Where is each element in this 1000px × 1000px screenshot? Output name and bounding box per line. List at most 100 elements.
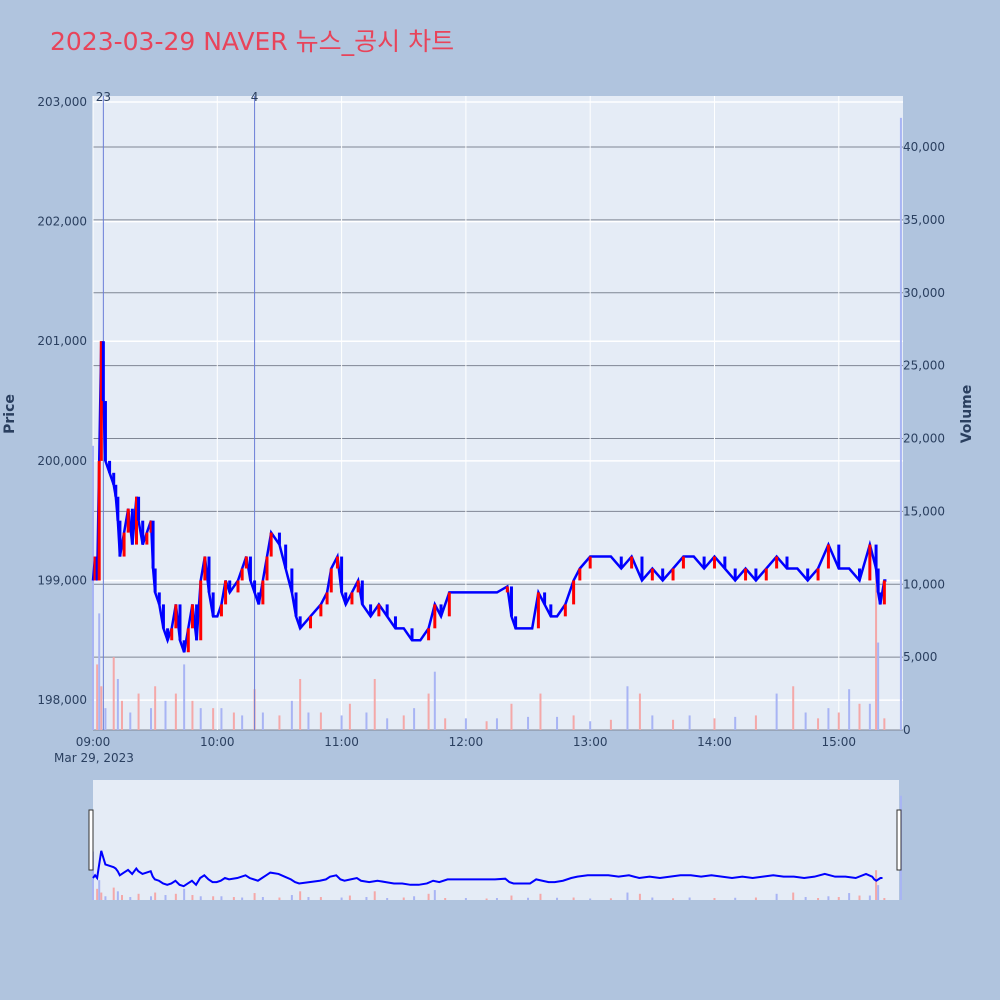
volume-bar <box>232 712 235 730</box>
volume-bar <box>899 117 902 731</box>
volume-bar <box>510 703 513 730</box>
volume-tick-label: 0 <box>903 723 911 737</box>
navigator-volume-bar <box>290 895 293 900</box>
volume-bar <box>775 693 778 730</box>
navigator-volume-bar <box>804 897 807 900</box>
navigator-volume-bar <box>875 870 878 900</box>
navigator-volume-bar <box>792 892 795 900</box>
navigator-volume-bar <box>365 897 368 900</box>
navigator-left-handle[interactable] <box>88 809 94 871</box>
navigator-right-handle[interactable] <box>896 809 902 871</box>
navigator-volume-bar <box>92 851 94 900</box>
time-tick-label: 12:00 <box>449 735 484 749</box>
date-label: Mar 29, 2023 <box>54 751 134 765</box>
volume-bar <box>883 718 886 730</box>
volume-tick-label: 30,000 <box>903 286 945 300</box>
volume-tick-label: 20,000 <box>903 432 945 446</box>
volume-bar <box>199 708 202 730</box>
volume-axis-title: Volume <box>959 385 975 444</box>
navigator-volume-bar <box>713 898 716 900</box>
volume-bar <box>527 716 530 730</box>
time-tick-label: 11:00 <box>324 735 359 749</box>
price-axis-ticks: 198,000 199,000 200,000 201,000 202,000 203,0… <box>37 95 87 707</box>
volume-bar <box>174 693 177 730</box>
navigator-volume-bar <box>183 888 186 900</box>
navigator-volume-bar <box>464 898 467 900</box>
volume-bar <box>129 712 132 730</box>
navigator-volume-bar <box>129 897 132 900</box>
navigator-volume-bar <box>307 897 310 900</box>
volume-tick-label: 10,000 <box>903 577 945 591</box>
volume-bar <box>386 718 389 730</box>
main-plot-bg <box>93 96 903 730</box>
volume-bar <box>754 715 757 730</box>
navigator-volume-bar <box>413 896 416 900</box>
navigator-volume-bar <box>116 891 119 900</box>
navigator-volume-bar <box>261 897 264 900</box>
navigator-volume-bar <box>220 896 223 900</box>
navigator-volume-bar <box>433 890 436 900</box>
time-tick-label: 09:00 <box>76 735 111 749</box>
volume-tick-label: 5,000 <box>903 650 937 664</box>
price-axis-title: Price <box>2 394 18 434</box>
volume-bar <box>299 678 302 730</box>
volume-bar <box>413 708 416 730</box>
volume-bar <box>137 693 140 730</box>
price-tick-label: 199,000 <box>37 573 87 587</box>
volume-bar <box>638 693 641 730</box>
volume-bar <box>877 642 880 730</box>
volume-bar <box>164 700 167 730</box>
news-marker-label: 4 <box>251 90 259 104</box>
price-tick-label: 200,000 <box>37 454 87 468</box>
volume-bar <box>154 686 157 730</box>
price-bars <box>93 341 886 653</box>
volume-bar <box>539 693 542 730</box>
navigator-volume-bar <box>319 897 322 900</box>
volume-bar <box>373 678 376 730</box>
navigator-volume-bar <box>386 898 389 900</box>
navigator-volume-bar <box>672 898 675 900</box>
navigator-price-line <box>92 850 883 888</box>
volume-bar <box>868 703 871 730</box>
navigator-volume-bar <box>96 888 99 900</box>
navigator-volume-bar <box>817 898 820 900</box>
time-tick-label: 10:00 <box>200 735 235 749</box>
navigator-volume-bar <box>527 897 530 900</box>
price-tick-label: 202,000 <box>37 215 87 229</box>
navigator-volume-bar <box>858 895 861 900</box>
navigator-volume-bar <box>688 897 691 900</box>
navigator-volume-bar <box>651 897 654 900</box>
price-tick-label: 201,000 <box>37 334 87 348</box>
time-tick-label: 13:00 <box>573 735 608 749</box>
navigator-volume-bar <box>837 897 840 900</box>
volume-bar <box>261 712 264 730</box>
volume-bar <box>183 664 186 730</box>
volume-bar <box>589 721 592 730</box>
volume-bar <box>348 703 351 730</box>
volume-bar <box>609 719 612 730</box>
navigator-volume-bar <box>589 898 592 900</box>
time-tick-label: 15:00 <box>821 735 856 749</box>
time-tick-label: 14:00 <box>697 735 732 749</box>
volume-bar <box>100 686 103 730</box>
navigator-volume-bar <box>199 896 202 900</box>
navigator-volume-bar <box>775 893 778 900</box>
volume-bar <box>241 715 244 730</box>
volume-bar <box>444 718 447 730</box>
navigator-volume-bar <box>373 891 376 900</box>
navigator-volume-bar <box>827 896 830 900</box>
navigator-volume-bar <box>848 893 851 900</box>
volume-bar <box>191 700 194 730</box>
navigator-volume-bar <box>191 895 194 900</box>
volume-bar <box>734 716 737 730</box>
navigator-volume-bar <box>340 897 343 900</box>
chart-title: 2023-03-29 NAVER 뉴스_공시 차트 <box>50 27 455 56</box>
navigator-volume-bar <box>638 893 641 900</box>
navigator-volume-bar <box>868 895 871 900</box>
volume-bar <box>672 719 675 730</box>
volume-bar <box>98 613 101 730</box>
navigator-volume-bar <box>427 893 430 900</box>
navigator-volume-bar <box>278 897 281 900</box>
navigator-volume-bar <box>121 895 124 900</box>
